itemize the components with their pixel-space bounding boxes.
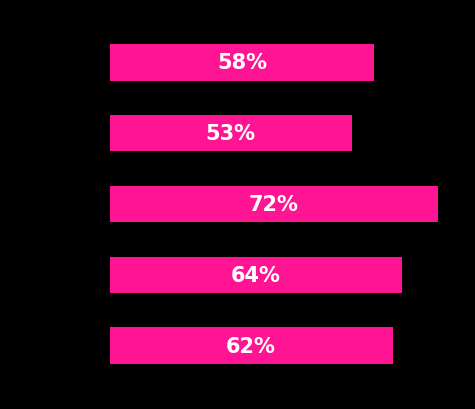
Text: 🇦🇪: 🇦🇪 bbox=[38, 261, 72, 289]
Bar bbox=[110, 257, 402, 294]
Text: 53%: 53% bbox=[206, 124, 256, 144]
Text: 🇬🇧: 🇬🇧 bbox=[38, 120, 72, 148]
Bar bbox=[110, 328, 392, 364]
Bar bbox=[110, 186, 438, 223]
Text: 72%: 72% bbox=[249, 195, 299, 214]
Text: 64%: 64% bbox=[231, 265, 281, 285]
Bar bbox=[110, 115, 352, 152]
Text: 62%: 62% bbox=[226, 336, 276, 356]
Text: 🇮🇳: 🇮🇳 bbox=[38, 191, 72, 218]
Bar bbox=[110, 45, 374, 81]
Text: 58%: 58% bbox=[217, 53, 267, 73]
Text: 🇺🇸: 🇺🇸 bbox=[38, 49, 72, 77]
